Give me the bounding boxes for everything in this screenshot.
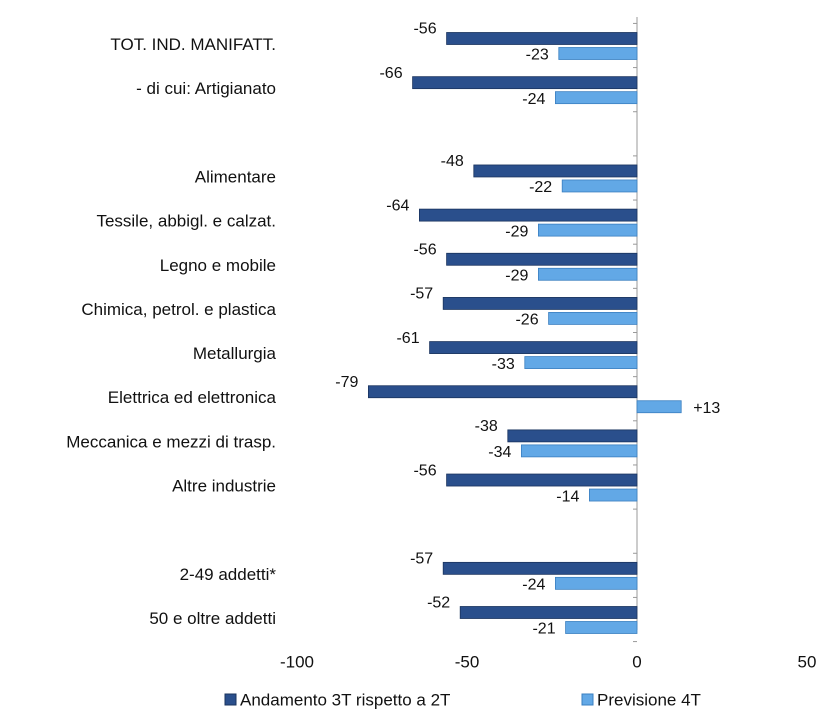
x-tick-label: 50	[798, 652, 817, 671]
category-label: 2-49 addetti*	[180, 565, 277, 584]
data-label: -14	[556, 488, 579, 505]
data-label: -57	[410, 551, 433, 568]
bar	[538, 223, 638, 237]
data-label: -24	[522, 91, 545, 108]
bar	[473, 164, 638, 178]
data-label: -34	[488, 444, 511, 461]
bar	[367, 385, 638, 399]
bar	[555, 91, 638, 105]
bar	[446, 473, 638, 487]
data-label: -57	[410, 286, 433, 303]
legend-label: Previsione 4T	[597, 690, 701, 709]
data-label: -56	[413, 21, 436, 38]
bar	[507, 429, 638, 443]
data-label: -52	[427, 595, 450, 612]
bar	[418, 208, 638, 222]
data-label: -66	[379, 65, 402, 82]
legend-swatch	[581, 693, 594, 706]
bar	[558, 47, 638, 60]
bar	[459, 606, 638, 619]
x-tick-label: -100	[280, 652, 314, 671]
data-label: -22	[529, 179, 552, 196]
bar	[521, 444, 638, 458]
category-label: - di cui: Artigianato	[136, 79, 276, 98]
data-label: -29	[505, 223, 528, 240]
data-label: -48	[441, 153, 464, 170]
data-label: -61	[396, 330, 419, 347]
category-label: Tessile, abbigl. e calzat.	[96, 212, 276, 231]
legend-label: Andamento 3T rispetto a 2T	[240, 690, 450, 709]
data-label: -21	[532, 621, 555, 638]
category-label: Elettrica ed elettronica	[108, 388, 277, 407]
data-label: -29	[505, 267, 528, 284]
bar	[548, 312, 638, 325]
bar	[589, 488, 638, 502]
category-label: 50 e oltre addetti	[149, 609, 276, 628]
category-label: TOT. IND. MANIFATT.	[110, 35, 276, 54]
bar	[561, 179, 638, 193]
data-label: +13	[693, 400, 720, 417]
bar	[565, 621, 638, 634]
category-label: Alimentare	[195, 167, 276, 186]
x-tick-label: 0	[632, 652, 641, 671]
bar	[442, 561, 638, 575]
bar	[538, 267, 638, 281]
bar	[412, 76, 638, 90]
data-label: -56	[413, 462, 436, 479]
legend-swatch	[224, 693, 237, 706]
bar	[446, 32, 638, 45]
data-label: -26	[515, 312, 538, 329]
data-label: -23	[526, 47, 549, 64]
bar	[524, 356, 638, 369]
data-label: -24	[522, 577, 545, 594]
bar	[636, 400, 682, 414]
data-label: -33	[492, 356, 515, 373]
category-label: Altre industrie	[172, 477, 276, 496]
data-label: -79	[335, 374, 358, 391]
bar	[555, 576, 638, 590]
category-label: Legno e mobile	[160, 256, 276, 275]
category-label: Metallurgia	[193, 344, 277, 363]
category-label: Meccanica e mezzi di trasp.	[66, 432, 276, 451]
data-label: -38	[475, 418, 498, 435]
data-label: -64	[386, 197, 409, 214]
bar	[446, 252, 638, 266]
x-tick-label: -50	[455, 652, 480, 671]
bar	[429, 341, 638, 354]
bar	[442, 297, 638, 310]
category-label: Chimica, petrol. e plastica	[81, 300, 276, 319]
data-label: -56	[413, 241, 436, 258]
